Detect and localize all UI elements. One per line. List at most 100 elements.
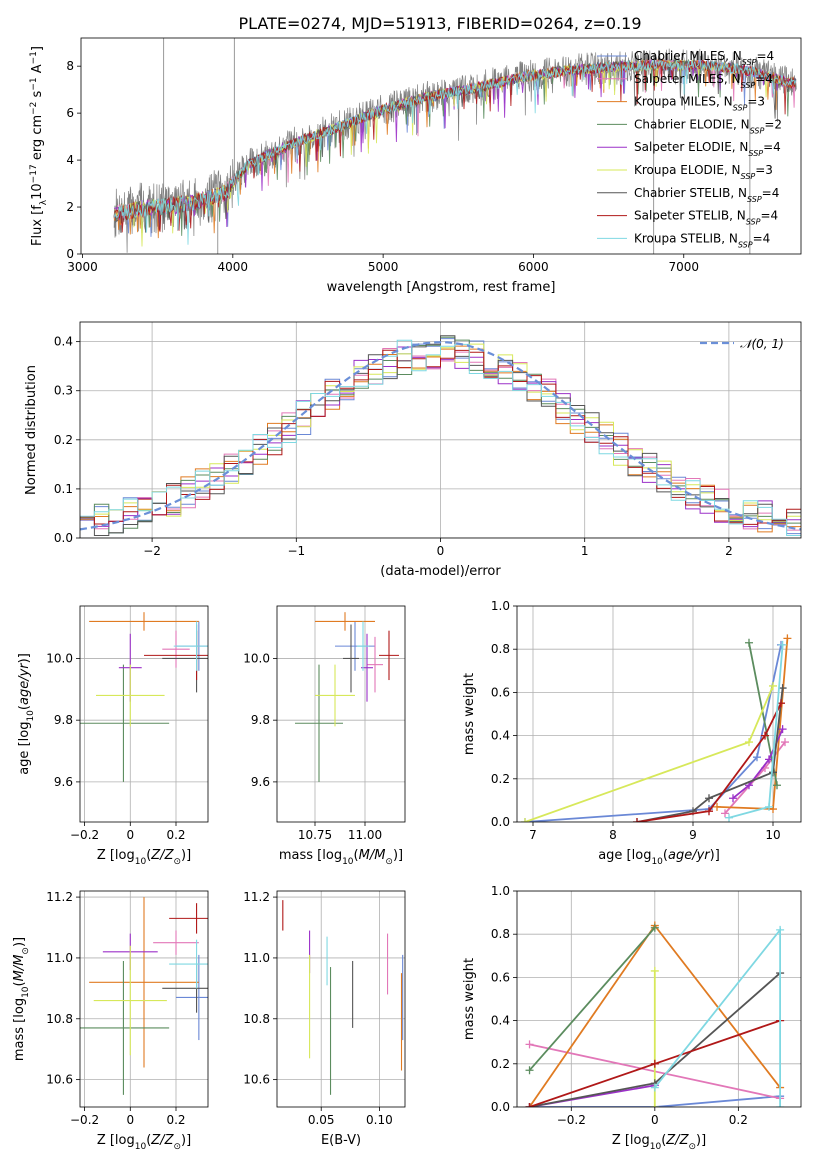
legend-label-chabrier_stelib: Chabrier STELIB, NSSP=4 [634, 186, 779, 204]
point-salpeter_elodie [729, 794, 737, 803]
point-chabrier_stelib [778, 684, 787, 693]
y-tick-label: 0.8 [491, 927, 510, 941]
x-tick-label: 7000 [668, 260, 699, 274]
x-tick-label: 10.75 [298, 828, 332, 842]
label-part: ( [17, 705, 32, 710]
y-tick-label: 9.6 [54, 775, 73, 789]
point-chabrier_stelib [705, 794, 713, 803]
point-kroupa_elodie [745, 738, 753, 747]
chart-age_vs_Z: −0.2 0 0.29.69.810.0Z [log10(Z/Z⊙)]age [lo… [17, 605, 209, 867]
legend-text: Salpeter STELIB, N [634, 209, 746, 223]
series-salpeter_stelib [636, 702, 782, 822]
model-spectrum-kroupa_stelib [113, 59, 797, 245]
series-chabrier_miles [524, 644, 782, 822]
point-salpeter_miles [525, 1040, 534, 1049]
point-kroupa_miles [713, 802, 721, 811]
legend-label-normal: 𝒩(0, 1) [740, 337, 784, 351]
label-part: ( [12, 981, 27, 986]
label-part: 10 [135, 857, 147, 867]
y-tick-label: 10.0 [46, 651, 73, 665]
label-part: mass [log [12, 998, 27, 1061]
label-part: age [log [17, 722, 32, 775]
legend-text: Salpeter ELODIE, N [634, 140, 748, 154]
point-salpeter_stelib [761, 731, 769, 740]
point-kroupa_stelib [778, 640, 787, 649]
legend-label-kroupa_stelib: Kroupa STELIB, NSSP=4 [634, 231, 770, 249]
label-part: ( [146, 1133, 151, 1148]
label-part: Normed distribution [24, 365, 39, 495]
y-tick-label: 9.8 [54, 713, 73, 727]
legend-text: Chabrier MILES, N [634, 49, 742, 63]
x-axis-label: Z [log10(Z/Z⊙)] [97, 1133, 191, 1152]
chart-age_vs_mass: 10.75 11.00 9.6 9.8 10.0 mass [log10(M/M⊙)] [243, 605, 406, 867]
legend-sub: SSP [738, 240, 753, 249]
x-tick-label: 0 [126, 828, 134, 842]
point-salpeter_elodie [778, 725, 787, 734]
normal-reference-curve [80, 341, 801, 531]
point-kroupa_miles [783, 634, 792, 643]
label-part: Z/Z [665, 1133, 689, 1148]
y-tick-label: 0.0 [54, 531, 73, 545]
y-axis-label: Normed distribution [24, 365, 39, 495]
point-kroupa_elodie [769, 681, 777, 690]
label-part: wavelength [Angstrom, rest frame] [327, 280, 556, 295]
label-part: )] [393, 848, 403, 863]
legend-label-chabrier_miles: Chabrier MILES, NSSP=4 [634, 49, 774, 67]
label-part: ⊙ [385, 857, 393, 867]
label-part: Flux [f [30, 205, 45, 246]
label-part: s [30, 90, 45, 101]
y-tick-label: 1.0 [491, 599, 510, 613]
label-part: Z/Z [150, 848, 174, 863]
y-tick-label: 0.0 [491, 1100, 510, 1114]
point-chabrier_elodie [745, 638, 753, 647]
series-chabrier_elodie [528, 927, 656, 1071]
x-tick-label: −0.2 [557, 1113, 586, 1127]
legend-sub: SSP [741, 80, 756, 89]
label-part: 10 [650, 1142, 662, 1152]
y-axis-label: mass [log10(M/M⊙)] [12, 937, 31, 1061]
legend-tail: =4 [760, 209, 778, 223]
x-tick-label: 0 [651, 1113, 659, 1127]
label-part: )] [17, 653, 32, 663]
y-tick-label: 9.8 [251, 713, 270, 727]
point-kroupa_stelib [650, 1083, 659, 1092]
label-part: )] [181, 1133, 191, 1148]
y-tick-label: 6 [66, 106, 74, 120]
y-tick-label: 11.0 [46, 951, 73, 965]
label-part: 10 [651, 857, 663, 867]
label-part: −1 [29, 51, 39, 64]
x-tick-label: −1 [287, 544, 305, 558]
y-tick-label: 11.0 [243, 951, 270, 965]
histogram-salpeter_stelib [80, 349, 801, 525]
label-part: Z [log [97, 848, 135, 863]
legend-sub: SSP [750, 126, 765, 135]
x-axis-label: age [log10(age/yr)] [598, 848, 720, 867]
point-salpeter_stelib [525, 1103, 534, 1107]
point-chabrier_elodie [525, 1066, 534, 1075]
point-kroupa_stelib [765, 802, 773, 811]
y-tick-label: 0.3 [54, 384, 73, 398]
y-axis-label: mass weight [462, 673, 477, 755]
label-part: ⊙ [173, 857, 181, 867]
label-part: erg cm [30, 115, 45, 164]
label-part: age/yr [17, 662, 32, 705]
legend-text: Salpeter MILES, N [634, 72, 741, 86]
y-tick-label: 11.2 [243, 890, 270, 904]
legend-label-salpeter_elodie: Salpeter ELODIE, NSSP=4 [634, 140, 781, 158]
x-tick-label: 5000 [368, 260, 399, 274]
y-tick-label: 0.6 [491, 970, 510, 984]
y-tick-label: 10.8 [243, 1012, 270, 1026]
y-tick-label: 0.4 [491, 1014, 510, 1028]
point-kroupa_stelib [725, 813, 733, 822]
point-salpeter_stelib [705, 807, 713, 816]
y-tick-label: 0 [66, 247, 74, 261]
y-tick-label: 10.6 [46, 1073, 73, 1087]
histogram-chabrier_stelib [80, 335, 801, 536]
x-tick-label: −0.2 [70, 828, 99, 842]
chart-weight_vs_Z: −0.2 0 0.2 0.0 0.2 0.4 0.6 0.8 1.0 Z [log10(Z/Z⊙)… [462, 884, 802, 1152]
label-part: ( [661, 1133, 666, 1148]
label-part: 10 [21, 986, 31, 998]
legend-label-kroupa_miles: Kroupa MILES, NSSP=3 [634, 95, 765, 113]
x-tick-label: 0 [126, 1113, 134, 1127]
x-tick-label: 0.2 [166, 1113, 185, 1127]
